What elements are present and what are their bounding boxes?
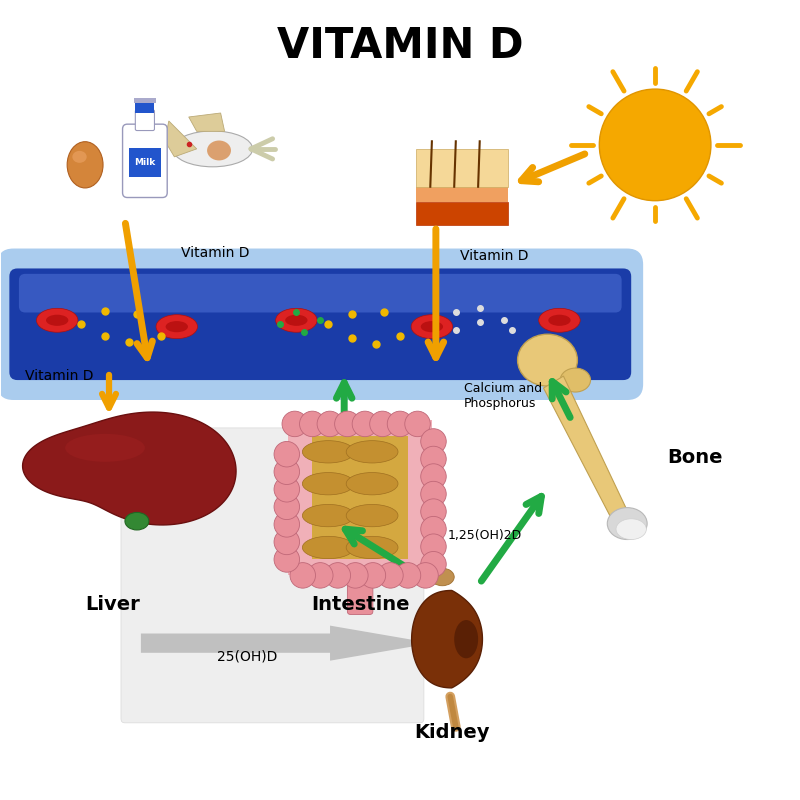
Bar	[135, 101, 154, 113]
Ellipse shape	[346, 536, 398, 558]
Text: 1,25(OH)2D: 1,25(OH)2D	[448, 529, 522, 542]
Circle shape	[317, 411, 342, 437]
FancyBboxPatch shape	[347, 568, 373, 614]
Text: Vitamin D: Vitamin D	[181, 246, 250, 259]
Circle shape	[378, 562, 403, 588]
Ellipse shape	[173, 131, 253, 167]
Circle shape	[274, 494, 299, 519]
Circle shape	[413, 562, 438, 588]
Ellipse shape	[65, 434, 145, 462]
Ellipse shape	[607, 508, 647, 539]
Circle shape	[282, 411, 307, 437]
Circle shape	[274, 477, 299, 502]
Circle shape	[370, 411, 395, 437]
Ellipse shape	[302, 536, 354, 558]
Text: VITAMIN D: VITAMIN D	[277, 26, 523, 67]
Circle shape	[421, 516, 446, 542]
Ellipse shape	[46, 314, 68, 326]
Polygon shape	[543, 376, 630, 526]
Ellipse shape	[430, 568, 454, 586]
Ellipse shape	[125, 513, 149, 530]
Text: Liver: Liver	[86, 595, 140, 614]
Text: Calcium and
Phosphorus: Calcium and Phosphorus	[464, 382, 542, 410]
Circle shape	[352, 411, 378, 437]
FancyBboxPatch shape	[19, 274, 622, 313]
Ellipse shape	[548, 314, 570, 326]
Circle shape	[395, 562, 421, 588]
FancyBboxPatch shape	[122, 124, 167, 198]
Polygon shape	[189, 113, 225, 131]
Bar	[129, 148, 161, 177]
Text: Vitamin D: Vitamin D	[460, 250, 528, 263]
Ellipse shape	[346, 505, 398, 526]
Ellipse shape	[346, 473, 398, 495]
Circle shape	[405, 411, 430, 437]
Circle shape	[360, 562, 386, 588]
Ellipse shape	[156, 314, 198, 338]
Text: Kidney: Kidney	[414, 723, 490, 742]
Text: Bone: Bone	[667, 448, 722, 467]
Bar	[416, 149, 508, 186]
Ellipse shape	[37, 308, 78, 332]
Circle shape	[421, 446, 446, 472]
Circle shape	[274, 546, 299, 572]
Ellipse shape	[538, 308, 580, 332]
FancyBboxPatch shape	[0, 249, 643, 400]
Ellipse shape	[616, 518, 646, 539]
Text: Intestine: Intestine	[311, 595, 410, 614]
Circle shape	[599, 89, 711, 201]
Circle shape	[290, 562, 315, 588]
Circle shape	[274, 459, 299, 485]
Ellipse shape	[72, 151, 86, 163]
Polygon shape	[22, 412, 236, 525]
Circle shape	[274, 529, 299, 554]
Bar	[312, 436, 408, 559]
Circle shape	[307, 562, 333, 588]
Circle shape	[334, 411, 360, 437]
Polygon shape	[141, 626, 432, 661]
Circle shape	[421, 429, 446, 454]
Ellipse shape	[207, 141, 231, 161]
Ellipse shape	[411, 314, 453, 338]
Text: 25(OH)D: 25(OH)D	[217, 650, 277, 664]
Circle shape	[421, 499, 446, 524]
Circle shape	[274, 512, 299, 537]
Text: Vitamin D: Vitamin D	[26, 369, 94, 383]
Circle shape	[325, 562, 350, 588]
Circle shape	[421, 482, 446, 507]
Bar	[416, 186, 508, 202]
FancyBboxPatch shape	[121, 428, 424, 723]
Ellipse shape	[560, 368, 590, 392]
Polygon shape	[165, 121, 197, 157]
Ellipse shape	[302, 505, 354, 526]
Bar	[288, 420, 432, 575]
Text: Milk: Milk	[134, 158, 155, 167]
Circle shape	[342, 562, 368, 588]
Ellipse shape	[518, 334, 578, 386]
Circle shape	[421, 551, 446, 577]
Circle shape	[274, 442, 299, 467]
Circle shape	[387, 411, 413, 437]
Bar	[416, 202, 508, 225]
Ellipse shape	[302, 441, 354, 463]
Bar	[134, 98, 156, 102]
Ellipse shape	[454, 620, 478, 658]
Ellipse shape	[166, 321, 188, 332]
Polygon shape	[412, 590, 482, 688]
Ellipse shape	[346, 441, 398, 463]
Circle shape	[421, 534, 446, 559]
Ellipse shape	[285, 314, 307, 326]
Ellipse shape	[421, 321, 443, 332]
FancyBboxPatch shape	[10, 269, 631, 380]
Ellipse shape	[302, 473, 354, 495]
FancyBboxPatch shape	[135, 110, 154, 130]
Ellipse shape	[276, 308, 317, 332]
Ellipse shape	[67, 142, 103, 188]
Circle shape	[421, 464, 446, 490]
Circle shape	[299, 411, 325, 437]
